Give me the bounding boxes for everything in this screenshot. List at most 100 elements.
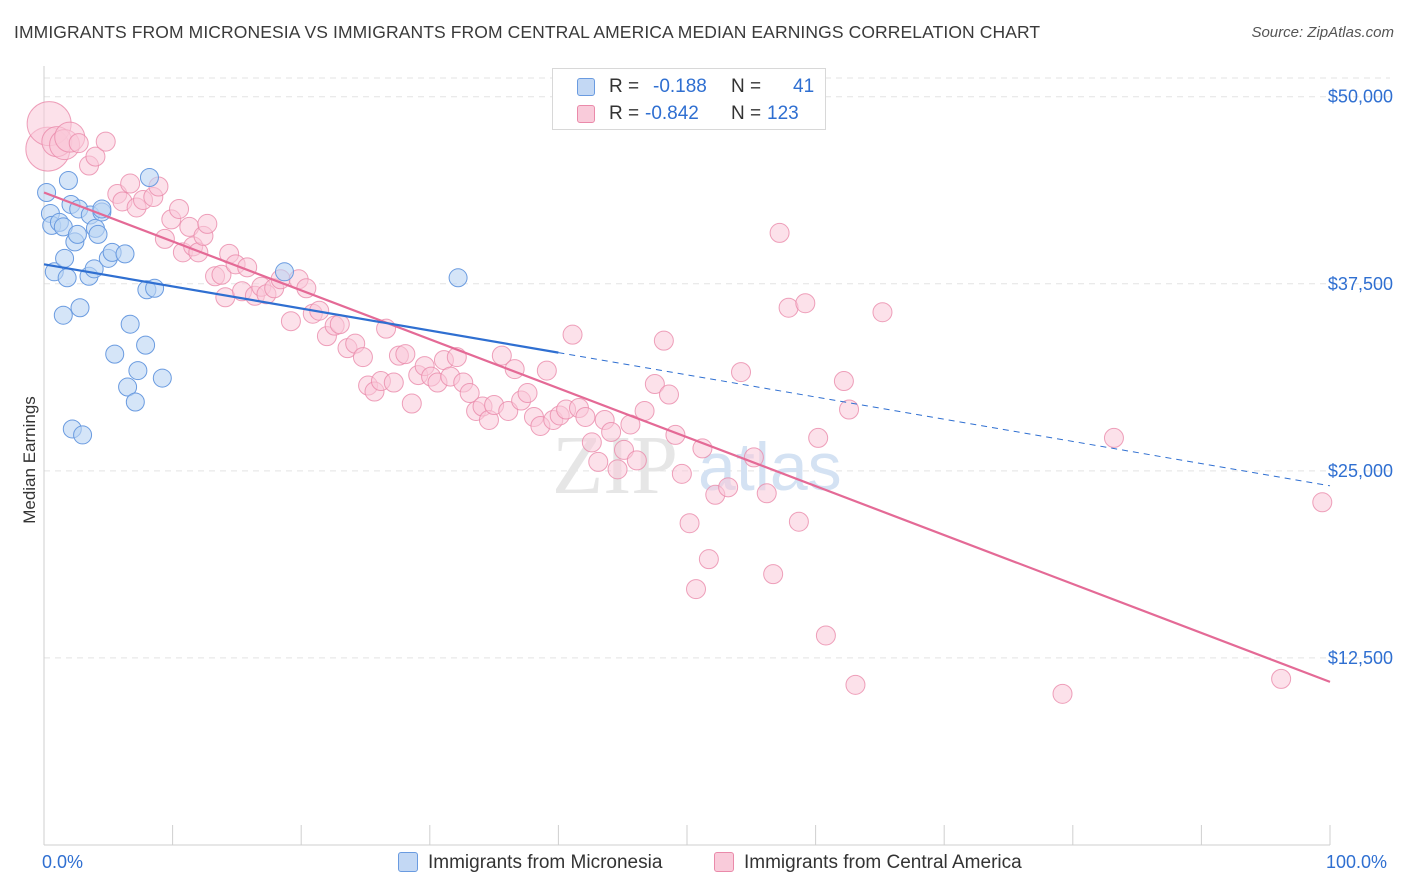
micronesia-point <box>53 305 73 325</box>
n-value: 123 <box>767 103 799 124</box>
n-label: N = <box>731 76 762 97</box>
central-america-point <box>698 549 719 570</box>
y-tick-label: $37,500 <box>1328 274 1393 294</box>
micronesia-trend-extension <box>558 352 1331 487</box>
bottom-legend-micronesia: Immigrants from Micronesia <box>398 852 662 874</box>
micronesia-trend-line <box>43 263 559 354</box>
micronesia-point <box>105 344 125 364</box>
micronesia-point <box>448 268 468 288</box>
central-america-point <box>808 427 829 448</box>
central-america-point <box>536 360 557 381</box>
central-america-point <box>562 324 583 345</box>
central-america-point <box>383 372 404 393</box>
micronesia-point <box>88 224 108 244</box>
central-america-point <box>68 133 89 154</box>
central-america-point <box>756 483 777 504</box>
central-america-point <box>872 302 893 323</box>
central-america-point <box>169 198 190 219</box>
central-america-point <box>329 314 350 335</box>
r-label: R = <box>609 103 640 124</box>
central-america-point <box>517 383 538 404</box>
central-america-point <box>588 451 609 472</box>
micronesia-point <box>136 335 156 355</box>
r-value: -0.842 <box>645 103 699 124</box>
central-america-point <box>401 393 422 414</box>
correlation-legend: R = -0.188 N = 41 R = -0.842 N = 123 <box>552 68 826 130</box>
central-america-point <box>833 371 854 392</box>
n-label: N = <box>731 103 762 124</box>
y-tick-label: $12,500 <box>1328 648 1393 668</box>
bottom-legend-swatch-pink <box>714 852 734 872</box>
central-america-point <box>211 264 232 285</box>
micronesia-point <box>125 392 145 412</box>
central-america-point <box>644 374 665 395</box>
central-america-point <box>1271 668 1292 689</box>
central-america-point <box>352 347 373 368</box>
central-america-point <box>85 146 106 167</box>
y-tick-label: $25,000 <box>1328 461 1393 481</box>
central-america-point <box>575 406 596 427</box>
bottom-legend-swatch-blue <box>398 852 418 872</box>
micronesia-point <box>58 171 78 191</box>
central-america-point <box>95 131 116 152</box>
micronesia-point <box>115 244 135 264</box>
y-tick-label: $50,000 <box>1328 87 1393 107</box>
legend-swatch-pink <box>577 105 595 123</box>
micronesia-point <box>57 268 77 288</box>
legend-row-central-america: R = -0.842 N = 123 <box>553 101 825 127</box>
central-america-point <box>459 383 480 404</box>
r-value: -0.188 <box>653 76 707 97</box>
central-america-point <box>718 477 739 498</box>
central-america-point <box>491 345 512 366</box>
central-america-point <box>653 330 674 351</box>
central-america-point <box>581 432 602 453</box>
legend-swatch-blue <box>577 78 595 96</box>
source-label: Source: ZipAtlas.com <box>1251 24 1394 41</box>
central-america-point <box>626 450 647 471</box>
micronesia-point <box>128 361 148 381</box>
micronesia-point <box>55 248 75 268</box>
central-america-point <box>1052 683 1073 704</box>
central-america-point <box>671 463 692 484</box>
micronesia-point <box>274 262 294 282</box>
central-america-point <box>1312 492 1333 513</box>
central-america-point <box>679 513 700 534</box>
central-america-point <box>686 579 707 600</box>
bottom-legend-central-america: Immigrants from Central America <box>714 852 1022 874</box>
central-america-point <box>845 674 866 695</box>
central-america-trend-line <box>43 191 1331 683</box>
y-axis-label: Median Earnings <box>20 396 39 524</box>
central-america-point <box>280 311 301 332</box>
micronesia-point <box>73 425 93 445</box>
n-value: 41 <box>793 76 815 97</box>
central-america-point <box>1103 427 1124 448</box>
central-america-point <box>763 564 784 585</box>
micronesia-point <box>152 368 172 388</box>
central-america-point <box>395 344 416 365</box>
micronesia-point <box>67 224 87 244</box>
central-america-point <box>731 362 752 383</box>
central-america-point <box>769 222 790 243</box>
bottom-legend-label: Immigrants from Micronesia <box>428 852 663 873</box>
x-tick-label-min: 0.0% <box>42 852 84 872</box>
chart-title: IMMIGRANTS FROM MICRONESIA VS IMMIGRANTS… <box>14 22 1041 42</box>
central-america-point <box>607 459 628 480</box>
x-tick-label-max: 100.0% <box>1326 852 1388 872</box>
micronesia-point <box>70 298 90 318</box>
central-america-point <box>692 438 713 459</box>
central-america-point <box>839 399 860 420</box>
bottom-legend-label: Immigrants from Central America <box>744 852 1022 873</box>
micronesia-point <box>118 377 138 397</box>
micronesia-point <box>120 314 140 334</box>
central-america-point <box>658 384 679 405</box>
central-america-point <box>778 297 799 318</box>
r-label: R = <box>609 76 640 97</box>
micronesia-point <box>139 168 159 188</box>
central-america-point <box>815 625 836 646</box>
central-america-point <box>197 213 218 234</box>
legend-row-micronesia: R = -0.188 N = 41 <box>553 74 825 100</box>
central-america-point <box>788 511 809 532</box>
central-america-point <box>743 447 764 468</box>
central-america-point <box>601 421 622 442</box>
